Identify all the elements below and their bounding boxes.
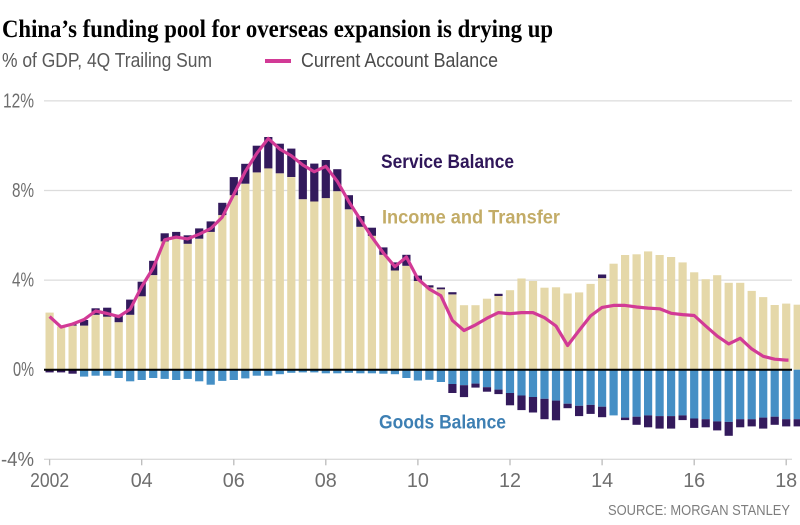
svg-text:Service Balance: Service Balance xyxy=(381,152,514,173)
svg-text:14: 14 xyxy=(591,470,613,492)
svg-text:% of GDP, 4Q Trailing Sum: % of GDP, 4Q Trailing Sum xyxy=(2,50,212,72)
svg-text:04: 04 xyxy=(131,470,153,492)
svg-text:Income and Transfer: Income and Transfer xyxy=(382,208,561,229)
svg-text:4%: 4% xyxy=(12,270,34,292)
svg-text:0%: 0% xyxy=(13,359,34,381)
svg-text:SOURCE: MORGAN STANLEY: SOURCE: MORGAN STANLEY xyxy=(608,502,790,519)
svg-text:18: 18 xyxy=(775,470,797,492)
svg-text:12%: 12% xyxy=(3,90,34,112)
svg-text:06: 06 xyxy=(223,470,245,492)
svg-text:2002: 2002 xyxy=(30,470,69,492)
svg-text:Goods Balance: Goods Balance xyxy=(379,413,506,434)
svg-text:Current Account Balance: Current Account Balance xyxy=(301,50,498,72)
svg-text:12: 12 xyxy=(499,470,521,492)
svg-text:08: 08 xyxy=(315,470,337,492)
svg-text:8%: 8% xyxy=(12,180,34,202)
svg-text:-4%: -4% xyxy=(1,449,34,471)
svg-text:China’s funding pool for overs: China’s funding pool for overseas expans… xyxy=(2,16,553,43)
svg-text:16: 16 xyxy=(683,470,705,492)
svg-text:10: 10 xyxy=(407,470,429,492)
